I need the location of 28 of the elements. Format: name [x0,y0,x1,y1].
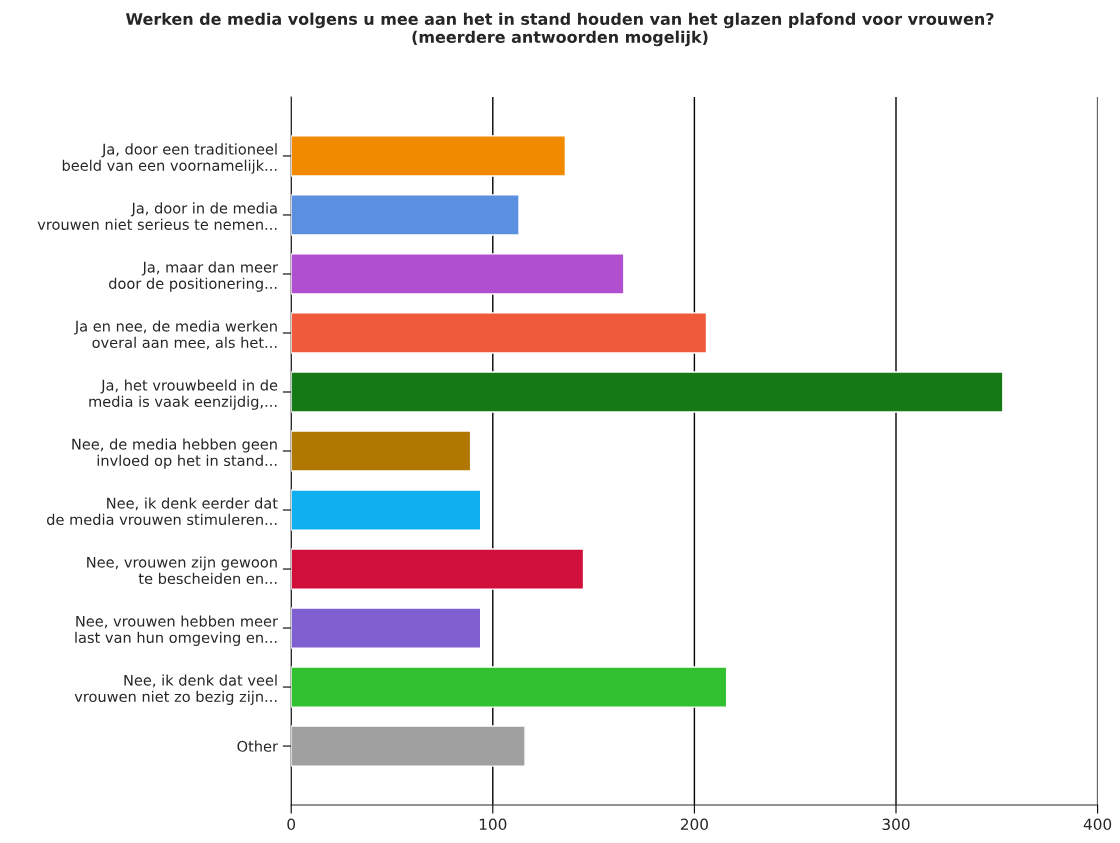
bar [291,312,708,354]
y-tick-label: Ja, maar dan meer door de positionering... [109,261,279,292]
bar [291,430,472,472]
bar [291,725,526,767]
bar [291,548,585,590]
y-tick-label: Other [237,740,278,752]
bar [291,194,520,236]
x-tick-label: 0 [287,818,296,831]
x-tick-label: 200 [680,818,708,831]
bar [291,253,625,295]
y-tick-label: Ja, door in de media vrouwen niet serieus te nemen... [37,202,277,230]
bar [291,666,728,708]
y-tick-label: Nee, de media hebben geen invloed op het in stand... [72,438,277,469]
chart-title: Werken de media volgens u mee aan het in stand houden van het glazen plafond voor vrouwen? (meerdere antwoorden mogelijk) [125,12,994,47]
bar [291,135,567,177]
y-tick-label: Nee, vrouwen hebben meer last van hun omgeving en... [75,615,278,646]
bar [291,607,482,649]
bar [291,489,482,531]
y-tick-label: Ja, door een traditioneel beeld van een voornamelijk... [62,143,277,174]
y-tick-label: Ja en nee, de media werken overal aan mee, als het... [74,320,277,350]
y-tick-label: Ja, het vrouwbeeld in de media is vaak eenzijdig,... [89,379,278,410]
y-tick-label: Nee, ik denk eerder dat de media vrouwen stimuleren... [47,497,278,526]
x-tick-label: 400 [1083,818,1112,831]
x-tick-label: 300 [882,818,910,831]
x-tick-label: 100 [479,818,507,831]
bar [291,371,1004,413]
y-tick-label: Nee, ik denk dat veel vrouwen niet zo bezig zijn... [74,674,277,705]
y-tick-label: Nee, vrouwen zijn gewoon te bescheiden en... [87,556,277,585]
